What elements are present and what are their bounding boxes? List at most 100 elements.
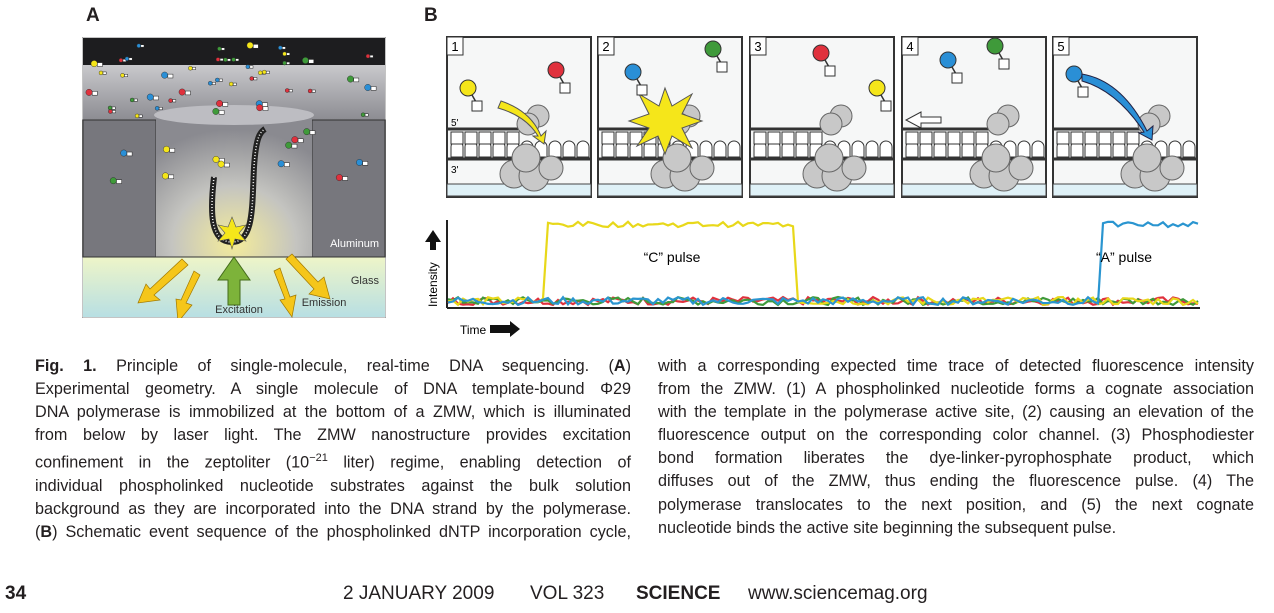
step-panel-2: 2 — [597, 36, 743, 198]
nucleotide-dot — [90, 60, 98, 68]
nucleotide-dot — [154, 106, 160, 111]
aluminum-wall-right — [311, 119, 386, 258]
nucleotide-dot — [129, 97, 135, 103]
polymerase-shape — [841, 155, 867, 181]
caption-line: nucleotide binds the active site beginni… — [658, 518, 1117, 537]
polymerase-shape — [981, 143, 1011, 173]
blue-nucleotide — [624, 63, 642, 81]
nucleotide-molecules — [85, 41, 377, 185]
emission-arrows — [137, 253, 331, 318]
caption-text: liter) regime, enabling detection of — [327, 453, 631, 472]
caption-text: A — [613, 357, 626, 375]
journal-name: SCIENCE — [636, 583, 721, 604]
nucleotide-dot — [231, 57, 236, 62]
step-panel-1: 1 5' 3' — [446, 36, 592, 198]
caption-left-column: Fig. 1. Principle of single-molecule, re… — [35, 355, 631, 544]
polymerase-shape — [511, 143, 541, 173]
caption-line: (B) Schematic event sequence of the phos… — [35, 521, 631, 544]
nucleotide-dot — [278, 45, 283, 50]
caption-line: background as they are incorporated into… — [35, 498, 631, 521]
nucleotide-dot — [282, 60, 287, 66]
nucleotide-dot — [215, 57, 221, 62]
binding-arrow-icon — [1081, 73, 1154, 141]
nucleotide-dot — [302, 57, 309, 64]
caption-line: from below by laser light. The ZMW nanos… — [35, 424, 631, 447]
step-number: 1 — [451, 39, 458, 54]
nucleotide-dot — [162, 172, 169, 180]
nucleotide-dot — [245, 64, 251, 69]
time-arrow-icon — [490, 321, 520, 337]
nucleotide-dot — [256, 104, 264, 112]
nucleotide-dot — [118, 58, 124, 63]
nucleotide-dot — [217, 46, 222, 51]
caption-line: confinement in the zeptoliter (10−21 lit… — [35, 447, 631, 474]
polymerase-shape — [538, 155, 564, 181]
caption-line: with the template in the polymerase acti… — [658, 403, 1254, 422]
volume: VOL 323 — [530, 583, 605, 604]
red-nucleotide — [547, 61, 565, 79]
caption-text: from below by laser light. The ZMW nanos… — [35, 426, 631, 445]
nucleotide-dot — [212, 108, 220, 115]
caption-text: confinement in the zeptoliter (10 — [35, 453, 310, 472]
caption-text: Fig. 1. — [35, 357, 97, 375]
nucleotide-dot — [364, 84, 372, 91]
nucleotide-dot — [347, 75, 354, 83]
caption-line: bond formation liberates the dye-linker-… — [658, 449, 1254, 468]
caption-text: ) Schematic event sequence of the phosph… — [52, 523, 631, 542]
issue-date: 2 JANUARY 2009 — [343, 583, 495, 604]
step-panel-4: 4 — [901, 36, 1047, 198]
polymerase-shape — [819, 112, 843, 136]
polymerase-shape — [689, 155, 715, 181]
nucleotide-dot — [188, 66, 193, 71]
nucleotide-dot — [215, 77, 220, 83]
fluorescence-burst-icon — [217, 216, 247, 251]
translocation-arrow-icon — [904, 111, 942, 129]
caption-text: DNA polymerase is immobilized at the bot… — [35, 403, 631, 422]
nucleotide-dot — [168, 98, 173, 103]
caption-right-column: with a corresponding expected time trace… — [658, 355, 1254, 540]
nucleotide-dot — [109, 177, 117, 185]
nucleotide-dot — [146, 93, 154, 101]
trace-line-a — [447, 220, 1199, 307]
trace-line-c — [447, 220, 1199, 307]
nucleotide-dot — [136, 43, 142, 48]
step-number: 3 — [754, 39, 761, 54]
step-number: 4 — [906, 39, 913, 54]
c-pulse-label: “C” pulse — [644, 249, 701, 265]
polymerase-shape — [986, 112, 1010, 136]
five-prime-label: 5' — [451, 118, 459, 129]
x-axis-label: Time — [460, 323, 487, 337]
polymerase-shape — [1132, 143, 1162, 173]
nucleotide-dot — [303, 128, 311, 136]
nucleotide-dot — [85, 88, 93, 96]
caption-line: from the ZMW. (1) A phospholinked nucleo… — [658, 380, 1254, 399]
nucleotide-dot — [217, 160, 225, 168]
caption-text: B — [40, 523, 53, 542]
aluminum-label: Aluminum — [330, 238, 379, 250]
excitation-arrow — [217, 256, 251, 306]
y-axis-label: Intensity — [426, 262, 440, 307]
nucleotide-dot — [335, 174, 343, 181]
polymerase-shape — [662, 143, 692, 173]
nucleotide-dot — [284, 88, 290, 93]
caption-text: −21 — [309, 452, 328, 465]
nucleotide-dot — [108, 109, 113, 114]
nucleotide-dot — [163, 145, 170, 153]
green-nucleotide — [986, 37, 1004, 55]
yellow-nucleotide — [459, 79, 477, 97]
caption-text: ) — [625, 357, 631, 375]
nucleotide-dot — [120, 73, 125, 78]
green-nucleotide — [704, 40, 722, 58]
nucleotide-dot — [223, 57, 228, 62]
polymerase-shape — [814, 143, 844, 173]
caption-text: individual phospholinked nucleotide subs… — [35, 476, 631, 495]
binding-arrow-icon — [497, 100, 547, 145]
nucleotide-dot — [124, 56, 130, 61]
glass-label: Glass — [351, 275, 380, 287]
caption-text: Experimental geometry. A single molecule… — [35, 380, 631, 399]
nucleotide-dot — [307, 88, 313, 94]
nucleotide-dot — [262, 69, 267, 75]
caption-line: DNA polymerase is immobilized at the bot… — [35, 401, 631, 424]
nucleotide-dot — [360, 112, 366, 117]
zmw-illustration: Aluminum Glass Excitation Emission — [82, 37, 386, 318]
